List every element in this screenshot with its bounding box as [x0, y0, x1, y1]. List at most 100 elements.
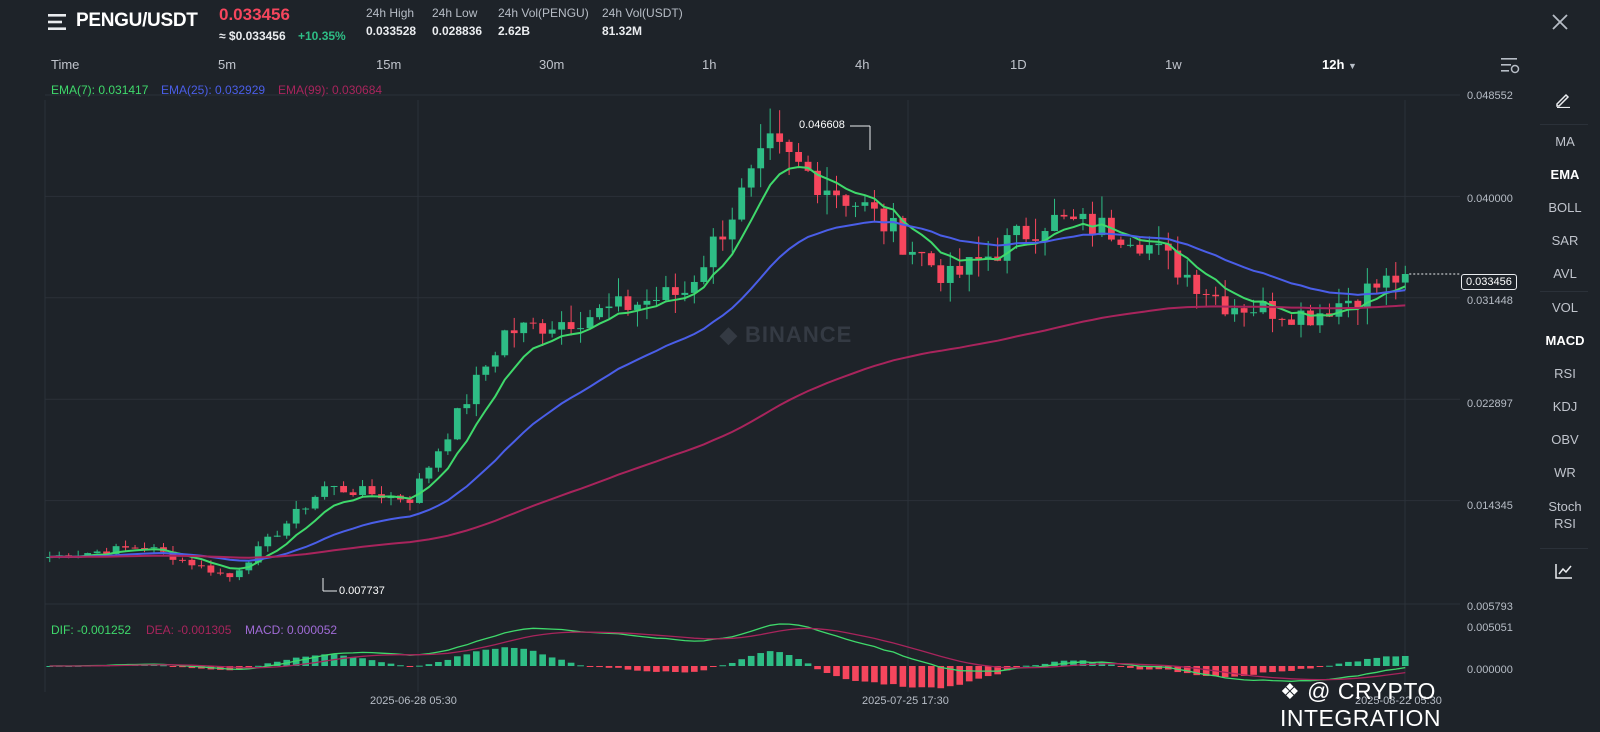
- stat-24h-low-label: 24h Low: [432, 6, 478, 20]
- candle-body: [1250, 312, 1258, 314]
- macd-bar: [472, 651, 480, 666]
- tab-15m[interactable]: 15m: [376, 57, 402, 72]
- indicator-ma[interactable]: MA: [1555, 134, 1575, 149]
- stat-24h-vol-base-label: 24h Vol(PENGU): [498, 6, 589, 20]
- indicator-kdj[interactable]: KDJ: [1552, 399, 1578, 414]
- candle-body: [1136, 244, 1144, 254]
- price-change: +10.35%: [298, 29, 346, 43]
- tab-time[interactable]: Time: [51, 57, 80, 72]
- draw-pencil-icon[interactable]: [1555, 92, 1571, 108]
- candlestick-chart[interactable]: [0, 72, 1520, 720]
- candle-body: [785, 141, 793, 153]
- tab-5m[interactable]: 5m: [218, 57, 237, 72]
- indicator-ema[interactable]: EMA: [1550, 167, 1580, 182]
- candle-body: [1089, 213, 1096, 236]
- macd-bar: [643, 666, 651, 672]
- macd-bar: [1231, 666, 1238, 677]
- indicator-rsi[interactable]: RSI: [1554, 366, 1576, 381]
- candle-body: [1221, 296, 1229, 315]
- macd-bar: [871, 666, 878, 683]
- indicator-stoch-rsi[interactable]: Stoch RSI: [1548, 499, 1582, 531]
- price-axis-label: 0.014345: [1467, 500, 1513, 512]
- macd-bar: [548, 657, 556, 666]
- indicator-avl[interactable]: AVL: [1553, 266, 1577, 281]
- tab-30m[interactable]: 30m: [539, 57, 565, 72]
- indicator-wr[interactable]: WR: [1554, 465, 1576, 480]
- candle-body: [520, 322, 528, 334]
- candle-body: [349, 492, 357, 496]
- candle-body: [1126, 244, 1134, 246]
- macd-bar: [425, 664, 433, 666]
- candle-body: [510, 330, 518, 334]
- candle-body: [548, 329, 556, 334]
- macd-bar: [804, 663, 812, 666]
- macd-bar: [937, 666, 945, 689]
- macd-legend: MACD: 0.000052: [245, 623, 338, 637]
- candle-body: [918, 251, 926, 254]
- candle-body: [93, 551, 101, 554]
- candle-body: [965, 257, 973, 275]
- time-axis-label: 2025-06-28 05:30: [370, 695, 457, 707]
- macd-bar: [1108, 664, 1115, 666]
- macd-bar: [577, 665, 584, 667]
- macd-bar: [160, 665, 167, 667]
- candle-body: [359, 486, 366, 496]
- macd-bar: [766, 651, 774, 666]
- candle-body: [103, 551, 111, 555]
- candle-body: [700, 267, 708, 282]
- macd-bar: [738, 659, 746, 666]
- menu-icon[interactable]: [48, 13, 68, 31]
- indicator-chart-icon[interactable]: [1555, 563, 1573, 579]
- macd-bar: [378, 662, 385, 666]
- candle-body: [463, 404, 471, 409]
- macd-bar: [1202, 666, 1210, 676]
- macd-bar: [1193, 666, 1201, 676]
- tab-1d[interactable]: 1D: [1010, 57, 1027, 72]
- candle-body: [1117, 239, 1125, 245]
- diamond-logo-icon: ❖: [1280, 679, 1301, 704]
- macd-bar: [653, 666, 660, 672]
- stat-24h-high-label: 24h High: [366, 6, 415, 20]
- side-divider: [1540, 548, 1588, 549]
- macd-bar: [1240, 666, 1248, 676]
- candle-body: [946, 265, 954, 283]
- candle-body: [1098, 217, 1106, 236]
- candle-body: [292, 508, 300, 524]
- macd-bar: [586, 666, 594, 667]
- indicator-obv[interactable]: OBV: [1551, 432, 1579, 447]
- indicator-vol[interactable]: VOL: [1551, 300, 1578, 315]
- macd-bar: [397, 665, 404, 667]
- candle-body: [861, 202, 869, 206]
- candle-body: [1278, 318, 1286, 320]
- candle-body: [1022, 225, 1030, 240]
- macd-bar: [340, 655, 347, 666]
- indicator-boll[interactable]: BOLL: [1548, 200, 1582, 215]
- macd-bar: [1022, 665, 1030, 667]
- dif-legend: DIF: -0.001252: [51, 623, 132, 637]
- macd-bar: [302, 656, 309, 666]
- macd-bar: [539, 654, 546, 666]
- macd-bar: [946, 666, 954, 687]
- macd-bar: [861, 666, 869, 682]
- close-icon[interactable]: [1550, 12, 1570, 32]
- macd-bar: [1051, 661, 1058, 666]
- macd-bar: [520, 648, 528, 666]
- tab-4h[interactable]: 4h: [855, 57, 870, 72]
- macd-axis-label: 0.005051: [1467, 622, 1513, 634]
- tab-12h[interactable]: 12h ▼: [1322, 57, 1357, 72]
- indicator-macd[interactable]: MACD: [1545, 333, 1585, 348]
- macd-bar: [321, 654, 328, 666]
- tab-1w[interactable]: 1w: [1165, 57, 1182, 72]
- candle-body: [311, 496, 319, 509]
- candle-body: [1373, 283, 1381, 288]
- candle-body: [842, 195, 850, 206]
- candle-body: [1297, 310, 1305, 325]
- pair-title[interactable]: PENGU/USDT: [76, 10, 198, 31]
- indicator-sar[interactable]: SAR: [1551, 233, 1579, 248]
- chart-settings-icon[interactable]: [1500, 56, 1520, 74]
- candle-body: [283, 523, 291, 536]
- tab-1h[interactable]: 1h: [702, 57, 717, 72]
- candle-body: [681, 292, 689, 295]
- candle-body: [1307, 310, 1314, 326]
- price-axis-label: 0.005793: [1467, 601, 1513, 613]
